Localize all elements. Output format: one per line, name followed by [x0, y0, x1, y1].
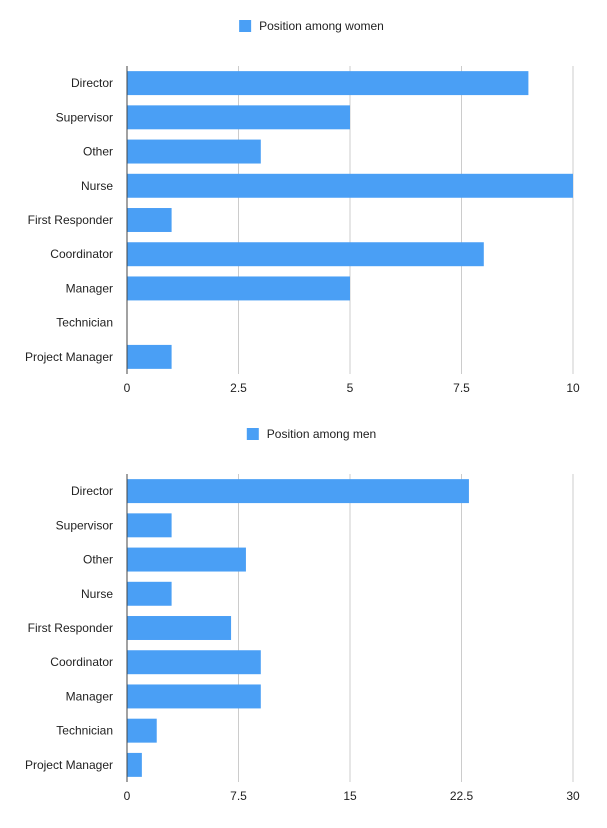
category-label: Supervisor	[56, 518, 113, 532]
category-label: Technician	[56, 316, 113, 330]
x-tick-label: 15	[343, 789, 357, 803]
bar	[127, 616, 232, 640]
x-tick-label: 2.5	[230, 381, 247, 395]
category-label: Manager	[66, 281, 113, 295]
bar	[127, 173, 573, 198]
category-label: Nurse	[81, 587, 113, 601]
x-tick-label: 0	[124, 789, 131, 803]
x-tick-label: 7.5	[230, 789, 247, 803]
x-tick-label: 10	[566, 381, 580, 395]
chart-1: Position among women 0 2.5 5 7.5 10 Director Su…	[25, 19, 580, 395]
bar	[127, 139, 261, 164]
bar	[127, 344, 172, 369]
category-label: Supervisor	[56, 110, 113, 124]
category-label: First Responder	[28, 213, 113, 227]
legend-label: Position among women	[259, 19, 384, 33]
x-tick-label: 22.5	[450, 789, 474, 803]
legend-swatch	[239, 20, 252, 32]
category-label: First Responder	[28, 621, 113, 635]
category-label: Project Manager	[25, 350, 113, 364]
bar	[127, 105, 350, 130]
category-label: Nurse	[81, 179, 113, 193]
x-tick-label: 7.5	[453, 381, 470, 395]
bar	[127, 479, 469, 504]
x-tick-label: 0	[124, 381, 131, 395]
category-label: Director	[71, 76, 113, 90]
legend-label: Position among men	[267, 427, 376, 441]
category-label: Coordinator	[50, 247, 113, 261]
category-label: Other	[83, 145, 113, 159]
legend-swatch	[246, 428, 259, 440]
bar	[127, 581, 172, 606]
bar	[127, 71, 529, 96]
category-label: Manager	[66, 689, 113, 703]
bar	[127, 513, 172, 538]
bar	[127, 718, 157, 743]
bar	[127, 752, 142, 777]
bar	[127, 276, 350, 301]
category-label: Director	[71, 484, 113, 498]
x-tick-label: 5	[347, 381, 354, 395]
bar	[127, 547, 246, 572]
category-label: Coordinator	[50, 655, 113, 669]
bar	[127, 650, 261, 675]
category-label: Project Manager	[25, 758, 113, 772]
bar	[127, 684, 261, 709]
category-label: Other	[83, 553, 113, 567]
category-label: Technician	[56, 724, 113, 738]
x-tick-label: 30	[566, 789, 580, 803]
bar	[127, 242, 484, 267]
chart-2: Position among men 0 7.5 15 22.5 30 Director Su…	[25, 427, 580, 803]
bar	[127, 208, 172, 232]
